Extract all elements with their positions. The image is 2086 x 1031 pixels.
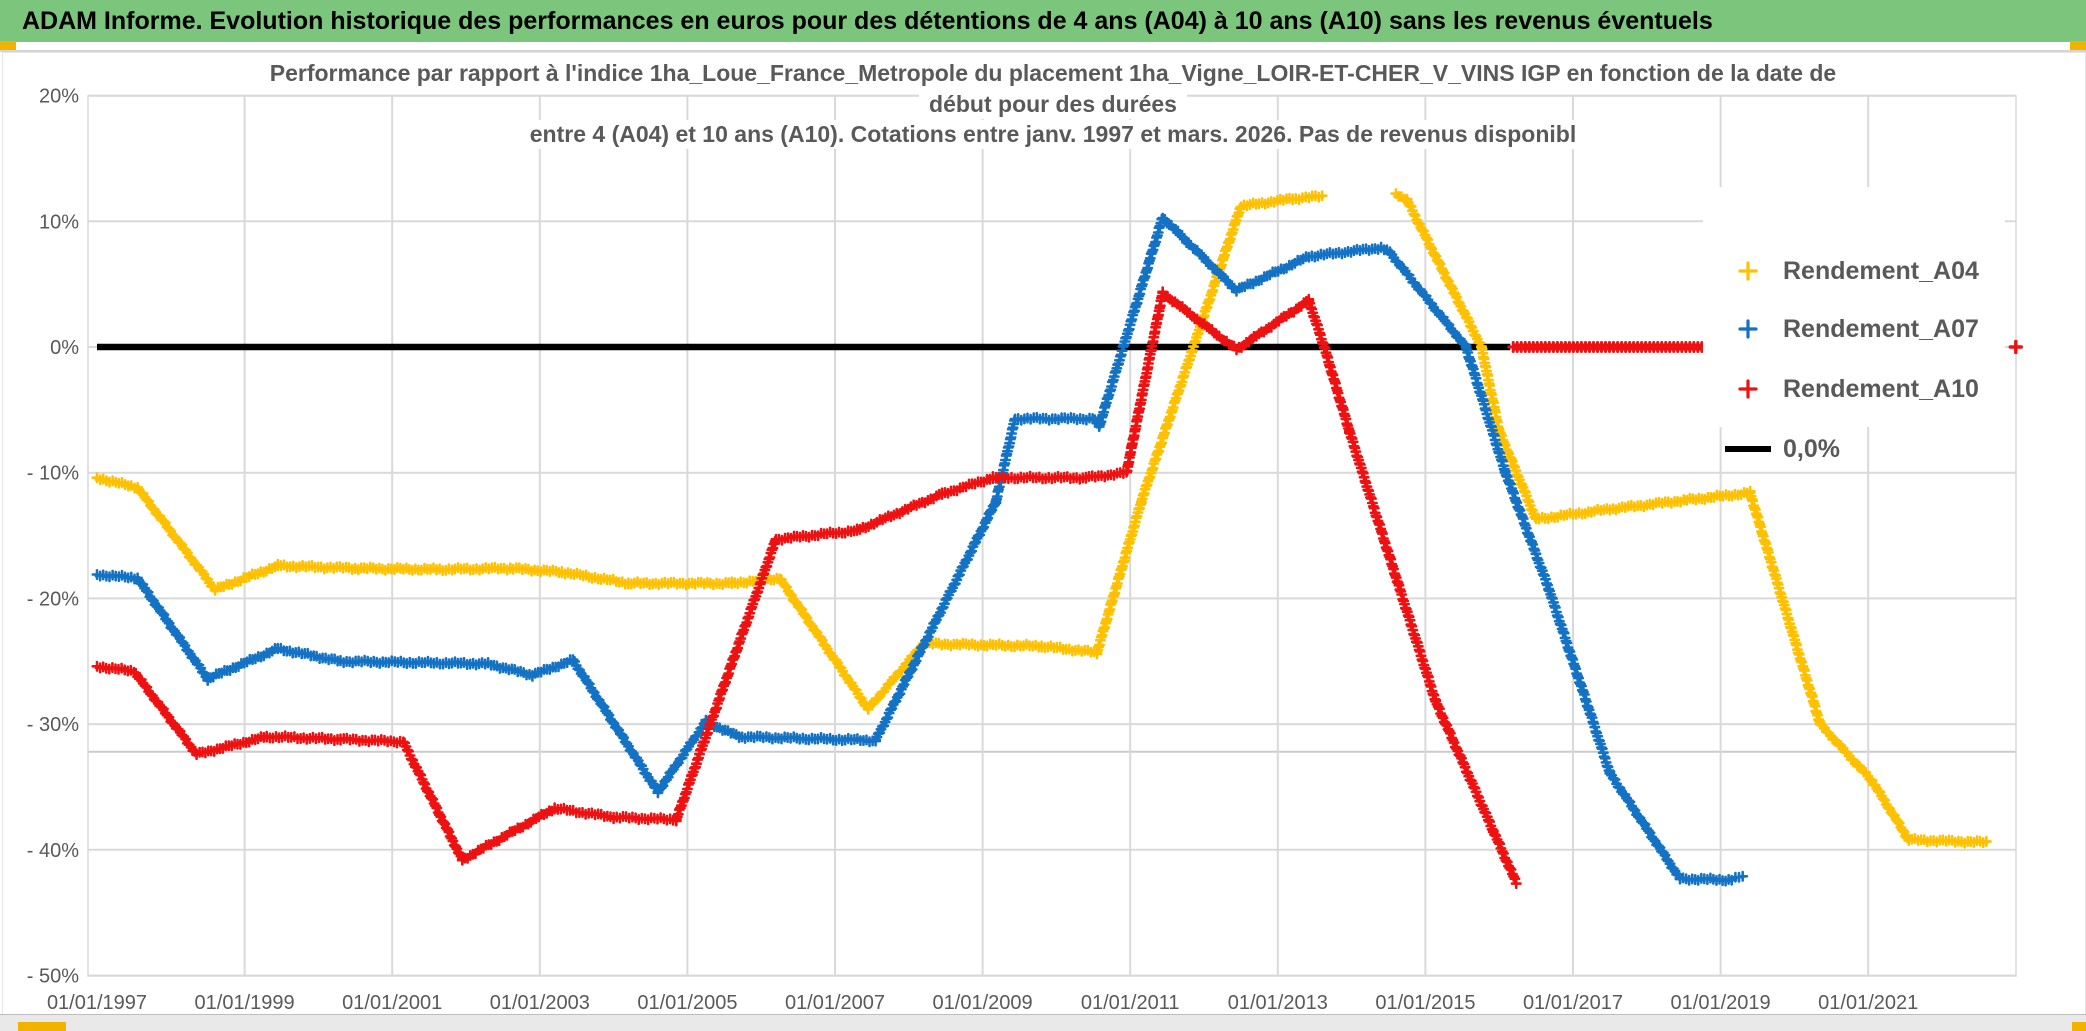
legend-item-rendement-a04[interactable]: Rendement_A04 <box>1703 251 2005 291</box>
x-axis-label: 01/01/2001 <box>342 992 442 1014</box>
legend-label: Rendement_A04 <box>1783 256 1979 285</box>
chart-object[interactable]: 20% 10% 0% - 10% - 20% - 30% - 40% - 50% 01/01/1… <box>2 52 2086 1015</box>
x-axis-label: 01/01/2007 <box>785 992 885 1014</box>
resize-handle-bottom-right[interactable] <box>2072 1022 2086 1031</box>
chart-title-line-1: Performance par rapport à l'indice 1ha_L… <box>153 59 1953 88</box>
x-axis-label: 01/01/2005 <box>637 992 737 1014</box>
chart-title-line-2: début pour des durées <box>153 90 1953 119</box>
y-axis-label: - 50% <box>27 966 79 988</box>
resize-handle-bottom-left[interactable] <box>18 1022 66 1031</box>
x-axis-label: 01/01/2009 <box>933 992 1033 1014</box>
legend-plus-icon <box>1725 318 1771 340</box>
x-axis-label: 01/01/1999 <box>195 992 295 1014</box>
x-axis-label: 01/01/2019 <box>1671 992 1771 1014</box>
bottom-frame-strip <box>0 1014 2086 1031</box>
series-rendement-a07-line <box>96 215 1744 882</box>
legend-label: 0,0% <box>1783 434 1840 463</box>
legend-item-0-0-[interactable]: 0,0% <box>1703 429 2005 469</box>
legend-plus-icon <box>1725 378 1771 400</box>
chart-legend: Rendement_A04 Rendement_A07 Rendement_A10 0… <box>1703 187 2005 463</box>
x-axis-label: 01/01/2013 <box>1228 992 1328 1014</box>
y-axis-label: - 40% <box>27 840 79 862</box>
y-axis-label: 0% <box>50 337 79 359</box>
series-rendement-a10-isolated-point <box>2008 339 2023 355</box>
y-axis-label: 20% <box>39 86 79 108</box>
legend-line-swatch <box>1725 446 1771 452</box>
x-axis-label: 01/01/2021 <box>1818 992 1918 1014</box>
chart-plot-area[interactable]: 20% 10% 0% - 10% - 20% - 30% - 40% - 50% 01/01/1… <box>3 53 2085 1014</box>
legend-label: Rendement_A07 <box>1783 314 1979 343</box>
resize-handle-top-right[interactable] <box>2070 41 2086 50</box>
x-axis-label: 01/01/2015 <box>1375 992 1475 1014</box>
x-axis-label: 01/01/2017 <box>1523 992 1623 1014</box>
series-rendement-a04-markers <box>91 190 1328 715</box>
x-axis-label: 01/01/1997 <box>47 992 147 1014</box>
y-axis-label: - 20% <box>27 588 79 610</box>
y-axis-label: - 30% <box>27 714 79 736</box>
series-rendement-a10-markers <box>91 286 1522 890</box>
series-rendement-a10-zero-plateau-markers <box>1507 341 1712 353</box>
report-title: ADAM Informe. Evolution historique des p… <box>22 6 1713 35</box>
chart-title-line-3: entre 4 (A04) et 10 ans (A10). Cotations… <box>153 120 1953 149</box>
x-axis-label: 01/01/2003 <box>490 992 590 1014</box>
resize-handle-top-left[interactable] <box>0 41 16 50</box>
legend-item-rendement-a07[interactable]: Rendement_A07 <box>1703 309 2005 349</box>
header-shadow-divider <box>0 50 2086 52</box>
series-rendement-a07-markers <box>91 212 1749 887</box>
series-rendement-a04-markers <box>1390 188 1992 849</box>
report-title-bar: ADAM Informe. Evolution historique des p… <box>0 0 2086 42</box>
y-axis-label: 10% <box>39 211 79 233</box>
series-rendement-a10-line <box>96 290 1518 883</box>
x-axis-label: 01/01/2011 <box>1081 992 1180 1014</box>
legend-plus-icon <box>1725 260 1771 282</box>
legend-item-rendement-a10[interactable]: Rendement_A10 <box>1703 369 2005 409</box>
series-rendement-a04-line <box>96 195 1323 711</box>
y-axis-label: - 10% <box>27 463 79 485</box>
legend-label: Rendement_A10 <box>1783 374 1979 403</box>
